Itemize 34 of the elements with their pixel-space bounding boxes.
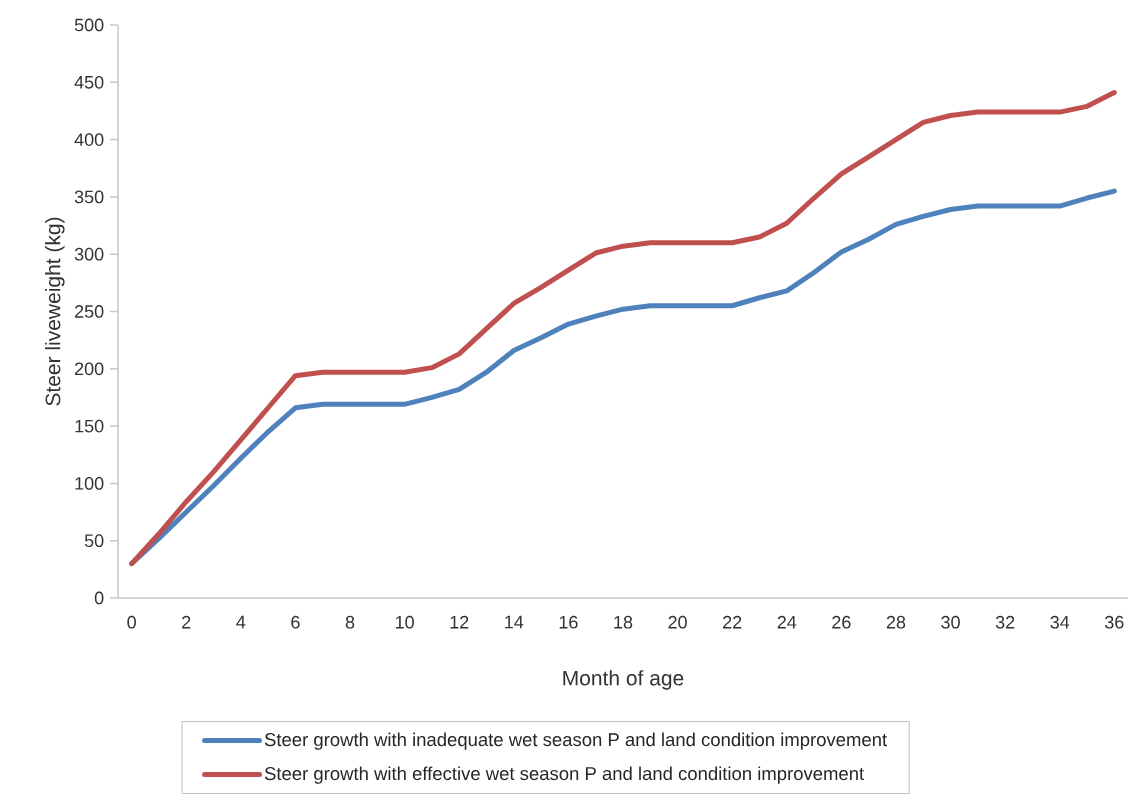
x-tick-label: 36 xyxy=(1105,615,1124,629)
x-tick-label: 28 xyxy=(886,615,906,629)
x-tick-label: 34 xyxy=(1050,615,1070,629)
x-tick-label: 22 xyxy=(723,615,742,629)
x-tick-label: 32 xyxy=(995,615,1015,629)
y-tick-label: 350 xyxy=(74,190,104,204)
x-tick-label: 0 xyxy=(127,615,136,629)
y-tick-label: 450 xyxy=(74,75,104,89)
x-tick-label: 26 xyxy=(832,615,851,629)
y-tick-label: 100 xyxy=(75,477,104,490)
x-tick-label: 12 xyxy=(450,615,469,629)
y-axis-title: Steer liveweight (kg) xyxy=(45,217,65,406)
y-tick-label: 0 xyxy=(94,591,104,605)
x-tick-label: 24 xyxy=(777,615,797,629)
y-tick-label: 500 xyxy=(74,18,104,32)
y-tick-label: 200 xyxy=(75,362,104,376)
y-tick-label: 250 xyxy=(75,305,104,318)
y-tick-label: 300 xyxy=(74,247,104,261)
x-tick-label: 14 xyxy=(505,615,524,629)
legend-label: Steer growth with effective wet season P and land condition improvement xyxy=(264,766,865,784)
x-tick-label: 20 xyxy=(668,615,687,629)
y-tick-label: 50 xyxy=(84,534,104,548)
x-tick-label: 8 xyxy=(345,615,355,629)
x-tick-label: 6 xyxy=(291,615,300,629)
x-tick-label: 18 xyxy=(614,615,633,629)
x-tick-label: 2 xyxy=(182,615,191,629)
x-axis-title: Month of age xyxy=(563,670,684,690)
x-tick-label: 16 xyxy=(559,615,578,629)
y-tick-label: 400 xyxy=(74,133,104,146)
legend-label: Steer growth with inadequate wet season P and land condition improvement xyxy=(264,732,887,750)
x-tick-label: 4 xyxy=(236,615,246,629)
x-tick-label: 10 xyxy=(395,615,414,629)
x-tick-label: 30 xyxy=(941,615,960,629)
y-tick-label: 150 xyxy=(75,419,104,433)
